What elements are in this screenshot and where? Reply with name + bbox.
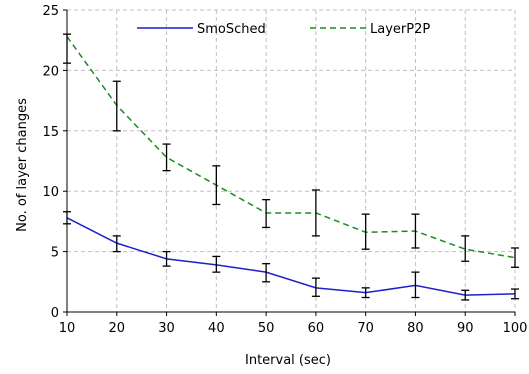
legend-item-layerp2p: LayerP2P	[310, 22, 430, 37]
y-tick-labels: 0 5 10 15 20 25	[42, 4, 59, 321]
x-tick-label: 80	[407, 321, 424, 336]
error-bar	[112, 80, 121, 132]
x-tick-label: 10	[59, 321, 76, 336]
error-bar	[63, 33, 71, 64]
error-bar	[461, 235, 470, 262]
error-bar	[212, 165, 221, 206]
y-tick-label: 15	[42, 125, 59, 140]
error-bar	[112, 235, 121, 253]
error-bar	[511, 247, 519, 268]
error-bar	[262, 199, 271, 229]
legend-label: SmoSched	[197, 22, 266, 37]
error-bar	[162, 143, 171, 172]
error-bar	[212, 255, 221, 273]
x-tick-label: 100	[503, 321, 528, 336]
x-tick-label: 60	[308, 321, 325, 336]
series-smosched	[63, 211, 519, 301]
series-group	[63, 33, 519, 301]
legend-item-smosched: SmoSched	[137, 22, 266, 37]
x-tick-label: 70	[357, 321, 374, 336]
x-tick-label: 90	[457, 321, 474, 336]
grid-lines	[67, 9, 516, 312]
x-tick-label: 30	[158, 321, 175, 336]
y-tick-label: 25	[42, 4, 59, 19]
series-line	[66, 217, 516, 296]
x-axis-label: Interval (sec)	[245, 353, 331, 368]
error-bar	[361, 287, 370, 299]
error-bar	[461, 289, 470, 301]
y-axis-label: No. of layer changes	[15, 98, 30, 232]
error-bar	[411, 271, 420, 299]
x-tick-labels: 10 20 30 40 50 60 70 80 90 100	[59, 321, 528, 336]
x-tick-label: 20	[109, 321, 126, 336]
x-tick-label: 50	[258, 321, 275, 336]
error-bar	[361, 213, 370, 250]
series-layerp2p	[63, 33, 519, 268]
error-bar	[162, 250, 171, 267]
error-bar	[311, 277, 320, 297]
y-tick-label: 20	[42, 64, 59, 79]
axes	[63, 9, 516, 316]
y-tick-label: 10	[42, 185, 59, 200]
x-tick-label: 40	[208, 321, 225, 336]
error-bar	[311, 189, 320, 237]
error-bar	[511, 288, 519, 300]
error-bar	[411, 213, 420, 249]
y-tick-label: 5	[51, 246, 59, 261]
legend: SmoSched LayerP2P	[137, 22, 430, 37]
series-line	[66, 36, 516, 259]
error-bar	[262, 263, 271, 283]
error-bar	[63, 211, 71, 225]
y-tick-label: 0	[51, 306, 59, 321]
legend-label: LayerP2P	[370, 22, 430, 37]
